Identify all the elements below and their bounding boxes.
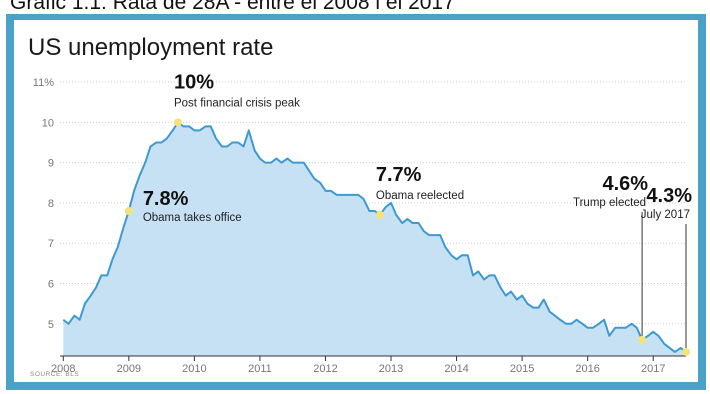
source-note: SOURCE: BLS bbox=[30, 371, 80, 378]
annotation-label: Post financial crisis peak bbox=[174, 97, 300, 109]
annotation-value: 7.7% bbox=[376, 164, 422, 186]
x-tick-label: 2014 bbox=[444, 363, 468, 375]
annotation-label: July 2017 bbox=[641, 209, 690, 221]
x-tick-label: 2012 bbox=[313, 363, 337, 375]
area-fill bbox=[63, 122, 687, 356]
chart-title: US unemployment rate bbox=[28, 34, 274, 61]
y-tick-label: 6 bbox=[48, 278, 54, 290]
unemployment-chart: 5 6 7 8 9 10 11% 2008 2009 2010 2011 2012 2013 2014 20… bbox=[33, 71, 692, 375]
figure-caption: Grafic 1.1: Rata de 28A - entre el 2008 … bbox=[10, 0, 455, 14]
annotation-value: 7.8% bbox=[143, 188, 189, 210]
annotation-value: 10% bbox=[174, 71, 214, 93]
annotation-marker bbox=[124, 206, 133, 215]
chart-frame: US unemployment rate 5 6 7 8 9 10 11% 2008 2009 2… bbox=[6, 14, 706, 390]
annotation-label: Obama reelected bbox=[376, 190, 464, 202]
x-tick-label: 2011 bbox=[248, 363, 272, 375]
annotation-value: 4.6% bbox=[602, 173, 648, 195]
x-tick-label: 2015 bbox=[510, 363, 534, 375]
series-line bbox=[62, 121, 687, 353]
y-tick-label: 5 bbox=[48, 319, 54, 331]
annotation-label: Obama takes office bbox=[143, 212, 242, 224]
x-tick-label: 2017 bbox=[641, 363, 665, 375]
y-tick-label: 7 bbox=[48, 238, 54, 250]
chart-panel: US unemployment rate 5 6 7 8 9 10 11% 2008 2009 2… bbox=[14, 20, 698, 382]
annotation-label: Trump elected bbox=[573, 197, 646, 209]
annotation-marker bbox=[638, 335, 647, 344]
annotation-marker bbox=[682, 347, 690, 356]
annotation-marker bbox=[375, 211, 384, 219]
x-tick-label: 2013 bbox=[379, 363, 403, 375]
y-tick-label: 10 bbox=[42, 117, 54, 129]
y-tick-label: 11% bbox=[33, 77, 54, 89]
y-tick-label: 9 bbox=[48, 158, 54, 170]
annotation-marker bbox=[173, 118, 182, 127]
x-tick-label: 2008 bbox=[51, 363, 75, 375]
annotation-value: 4.3% bbox=[646, 185, 692, 207]
x-tick-label: 2016 bbox=[575, 363, 599, 375]
y-tick-label: 8 bbox=[48, 198, 54, 210]
x-tick-label: 2010 bbox=[182, 363, 206, 375]
x-tick-label: 2009 bbox=[117, 363, 141, 375]
